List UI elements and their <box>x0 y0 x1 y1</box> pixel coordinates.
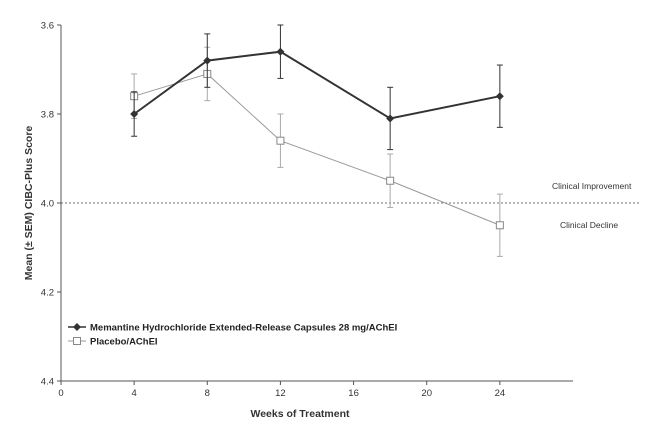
legend: Memantine Hydrochloride Extended-Release… <box>68 323 397 348</box>
data-point <box>203 56 212 65</box>
series-placebo <box>130 46 504 257</box>
y-tick-label: 3.6 <box>41 21 54 32</box>
series-memantine <box>130 24 504 151</box>
annotation-clinical-improvement: Clinical Improvement <box>552 181 632 191</box>
data-point <box>386 176 395 185</box>
legend-label-placebo: Placebo/AChEI <box>90 337 158 348</box>
y-axis-title: Mean (± SEM) CIBC-Plus Score <box>23 126 35 281</box>
x-tick-label: 20 <box>421 388 432 399</box>
data-point <box>276 136 285 145</box>
square-marker-icon <box>73 337 81 345</box>
y-tick-label: 4.4 <box>41 377 54 388</box>
data-point <box>386 114 395 123</box>
x-tick-label: 12 <box>275 388 286 399</box>
x-tick-label: 16 <box>348 388 359 399</box>
data-point <box>495 221 504 230</box>
y-tick-label: 4.0 <box>41 199 54 210</box>
y-tick-label: 4.2 <box>41 288 54 299</box>
data-point <box>276 47 285 56</box>
data-point <box>130 110 139 118</box>
x-tick-label: 8 <box>205 388 210 399</box>
x-tick-label: 0 <box>58 388 63 399</box>
series-line <box>133 73 501 226</box>
series-layer <box>130 24 504 257</box>
legend-item-memantine: Memantine Hydrochloride Extended-Release… <box>68 323 397 334</box>
diamond-marker-icon <box>73 323 81 331</box>
axes: 3.6 3.8 4.0 4.2 4.4 0 4 8 12 16 20 24 <box>41 21 573 399</box>
x-tick-label: 24 <box>495 388 506 399</box>
y-tick-label: 3.8 <box>41 110 54 121</box>
legend-item-placebo: Placebo/AChEI <box>68 337 158 348</box>
annotation-clinical-decline: Clinical Decline <box>560 220 618 230</box>
data-point <box>495 92 504 101</box>
series-line <box>133 50 501 120</box>
legend-label-memantine: Memantine Hydrochloride Extended-Release… <box>90 323 397 334</box>
x-axis-title: Weeks of Treatment <box>250 408 350 420</box>
x-tick-label: 4 <box>131 388 136 399</box>
